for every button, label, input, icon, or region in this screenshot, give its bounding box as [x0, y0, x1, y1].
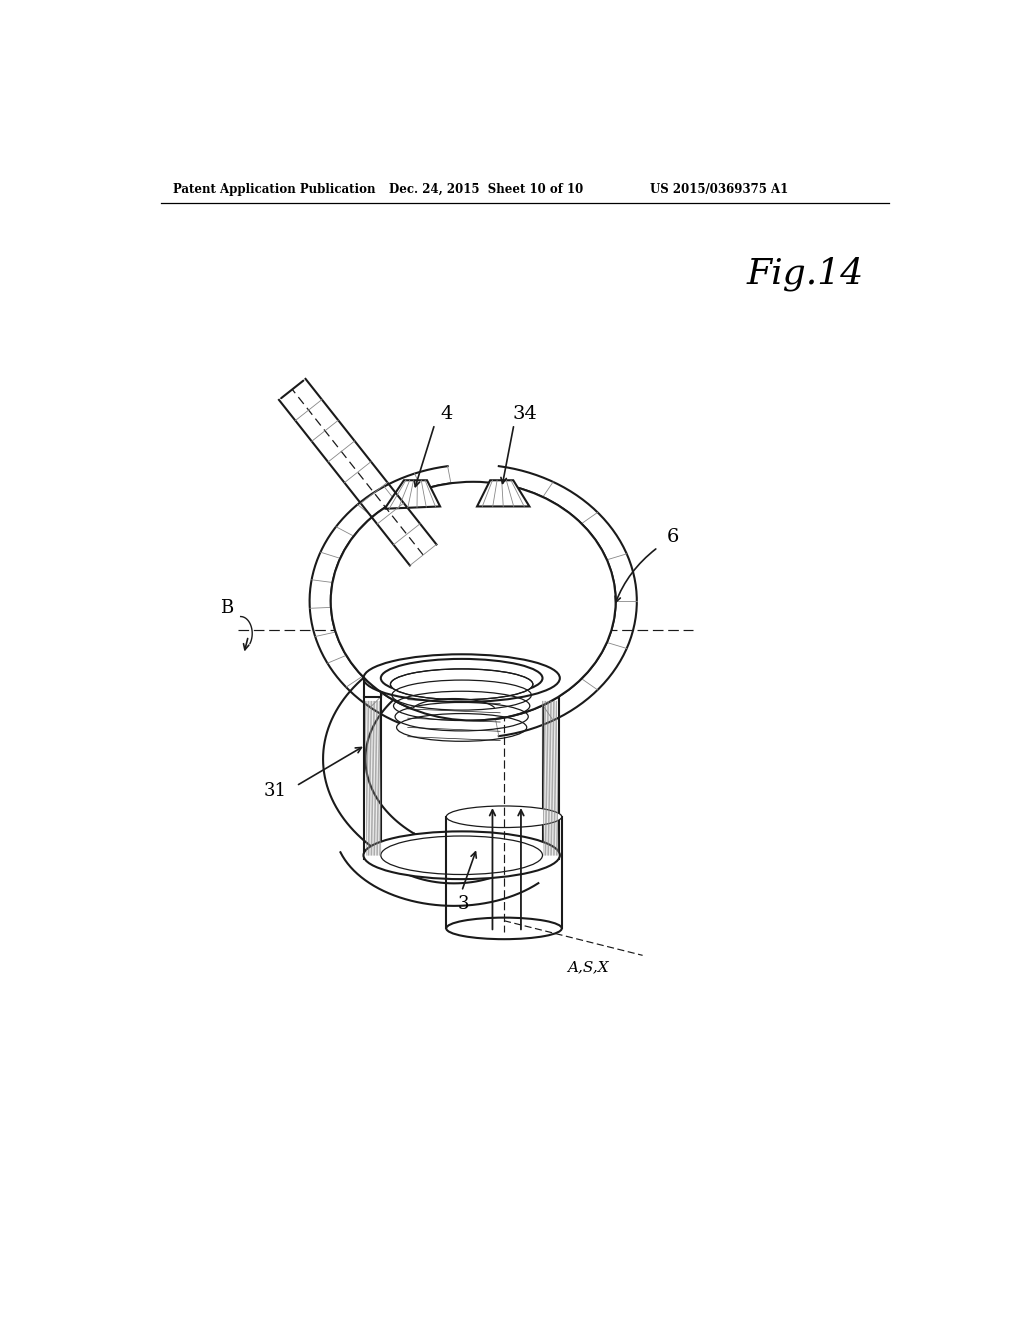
Text: 4: 4	[440, 405, 453, 422]
Ellipse shape	[390, 669, 532, 700]
Text: US 2015/0369375 A1: US 2015/0369375 A1	[650, 183, 788, 197]
Polygon shape	[477, 480, 529, 507]
FancyArrowPatch shape	[282, 380, 303, 399]
Text: 6: 6	[668, 528, 680, 546]
Polygon shape	[385, 480, 440, 508]
Text: A,S,X: A,S,X	[567, 960, 609, 974]
Ellipse shape	[446, 807, 562, 828]
Text: Patent Application Publication: Patent Application Publication	[173, 183, 376, 197]
Text: 34: 34	[512, 405, 538, 422]
Text: Fig.14: Fig.14	[746, 256, 864, 292]
Ellipse shape	[381, 659, 543, 697]
Text: B: B	[220, 599, 233, 616]
Ellipse shape	[364, 832, 560, 879]
Ellipse shape	[331, 482, 615, 721]
Ellipse shape	[446, 917, 562, 940]
Text: 3: 3	[458, 895, 469, 912]
Text: Dec. 24, 2015  Sheet 10 of 10: Dec. 24, 2015 Sheet 10 of 10	[388, 183, 583, 197]
Text: 31: 31	[264, 783, 287, 800]
